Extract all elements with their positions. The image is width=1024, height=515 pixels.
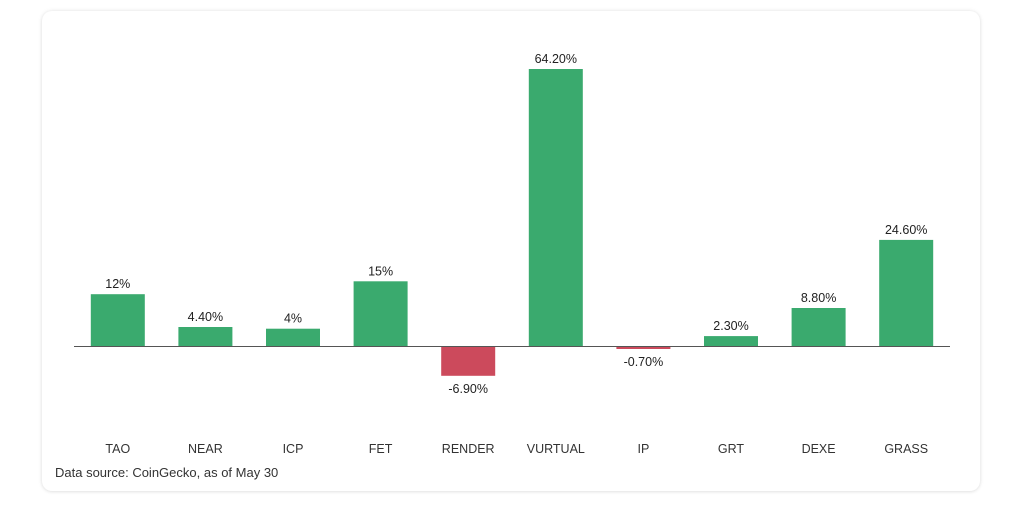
- value-label-icp: 4%: [284, 312, 302, 326]
- bar-ip: [616, 346, 671, 349]
- value-label-ip: -0.70%: [624, 355, 664, 369]
- category-label-tao: TAO: [105, 442, 130, 456]
- bar-tao: [90, 294, 145, 346]
- value-label-grass: 24.60%: [885, 223, 927, 237]
- bar-grass: [879, 239, 934, 346]
- category-label-dexe: DEXE: [802, 442, 836, 456]
- bar-icp: [266, 328, 320, 346]
- chart-card: [42, 11, 980, 491]
- value-label-render: -6.90%: [448, 382, 488, 396]
- bar-vurtual: [528, 69, 583, 346]
- category-label-ip: IP: [637, 442, 649, 456]
- category-label-vurtual: VURTUAL: [527, 442, 585, 456]
- bar-near: [178, 327, 233, 346]
- category-labels-group: TAO NEAR ICP FET RENDER VURTUAL IP GRT DEXE GRASS: [105, 442, 928, 456]
- value-label-near: 4.40%: [188, 310, 223, 324]
- category-label-grt: GRT: [718, 442, 745, 456]
- bars-group: [90, 69, 934, 376]
- data-source-note: Data source: CoinGecko, as of May 30: [55, 465, 279, 480]
- category-label-grass: GRASS: [884, 442, 928, 456]
- value-label-vurtual: 64.20%: [535, 52, 577, 66]
- category-label-icp: ICP: [283, 442, 304, 456]
- value-label-dexe: 8.80%: [801, 291, 836, 305]
- value-labels-group: 12% 4.40% 4% 15% -6.90% 64.20% -0.70% 2.30% 8.80…: [105, 52, 927, 396]
- value-label-grt: 2.30%: [713, 319, 748, 333]
- bar-dexe: [791, 308, 846, 346]
- bar-fet: [353, 281, 408, 346]
- value-label-tao: 12%: [105, 277, 130, 291]
- category-label-render: RENDER: [442, 442, 495, 456]
- category-label-fet: FET: [369, 442, 393, 456]
- category-label-near: NEAR: [188, 442, 223, 456]
- bar-grt: [704, 336, 758, 346]
- bar-render: [441, 346, 496, 376]
- value-label-fet: 15%: [368, 264, 393, 278]
